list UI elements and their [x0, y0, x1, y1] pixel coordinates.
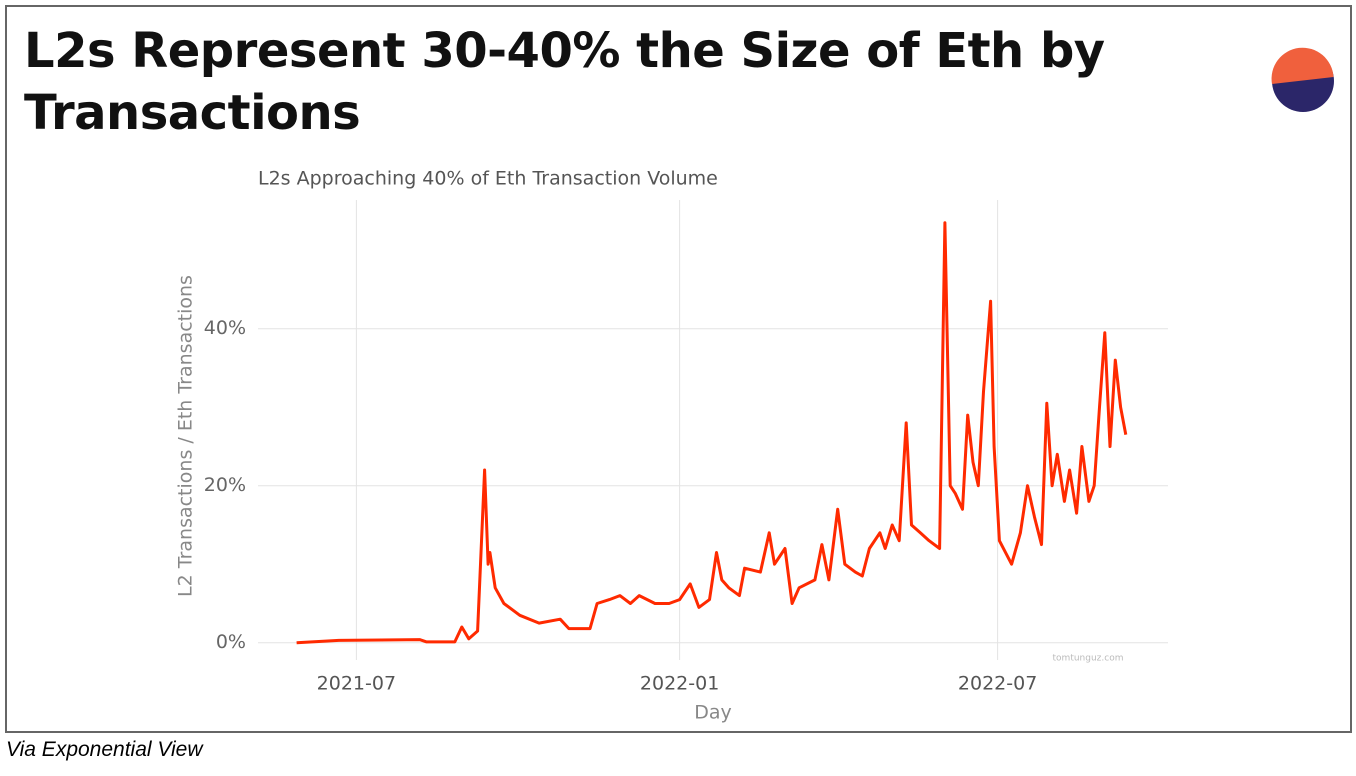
logo [1271, 47, 1334, 112]
data-line [296, 221, 1128, 645]
slide-frame [5, 5, 1352, 733]
slide-title: L2s Represent 30-40% the Size of Eth by … [24, 23, 1105, 141]
y-axis-label: L2 Transactions / Eth Transactions [175, 275, 197, 597]
y-tick-label: 0% [216, 631, 246, 653]
grid [258, 200, 1168, 660]
y-tick-label: 40% [204, 317, 246, 339]
watermark: tomtunguz.com [1053, 654, 1124, 664]
chart-title: L2s Approaching 40% of Eth Transaction V… [258, 168, 718, 190]
x-tick-label: 2022-07 [958, 673, 1037, 695]
x-axis-label: Day [694, 702, 732, 724]
y-tick-label: 20% [204, 474, 246, 496]
caption: Via Exponential View [6, 738, 203, 761]
x-tick-label: 2022-01 [640, 673, 719, 695]
x-tick-label: 2021-07 [317, 673, 396, 695]
